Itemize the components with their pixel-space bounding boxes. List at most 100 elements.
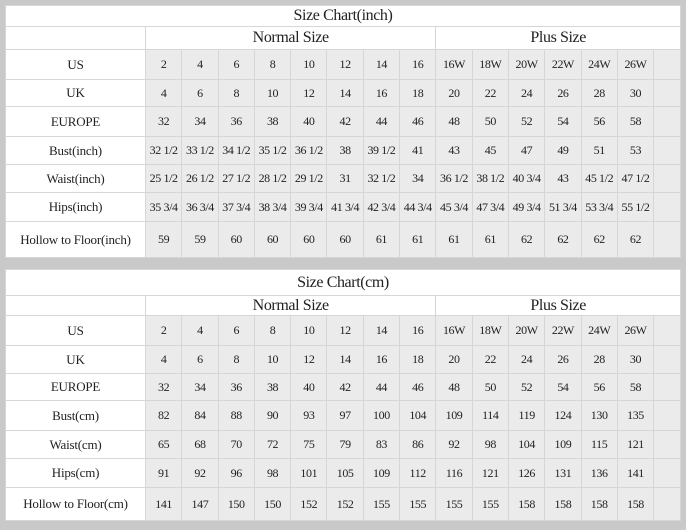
size-value: 39 1/2 (362, 136, 401, 165)
size-value: 158 (544, 487, 582, 521)
row-label: US (5, 315, 146, 346)
size-value: 70 (217, 430, 255, 459)
size-value: 26 (544, 345, 582, 374)
size-value: 104 (399, 400, 437, 431)
row-label: US (5, 49, 146, 80)
table-row: Hips(inch) 35 3/4 36 3/4 37 3/4 38 3/4 39 3/4… (5, 192, 681, 222)
size-value: 16 (362, 79, 401, 107)
size-value: 42 (326, 373, 364, 401)
table-row: EUROPE 32 34 36 38 40 42 44 46 48 50 52 54 56 58 (5, 106, 681, 137)
size-value: 24W (580, 49, 618, 80)
size-value: 56 (580, 373, 618, 401)
size-value: 37 3/4 (217, 192, 255, 222)
size-value: 4 (181, 49, 219, 80)
table-row: US 2 4 6 8 10 12 14 16 16W 18W 20W 22W 24W 26W (5, 315, 681, 346)
size-value: 38 (326, 136, 364, 165)
size-value: 44 (362, 106, 401, 137)
size-value: 59 (181, 221, 219, 258)
size-value: 96 (217, 458, 255, 488)
size-value: 14 (362, 315, 401, 346)
empty-cell (653, 400, 681, 431)
size-value: 112 (399, 458, 437, 488)
size-value: 124 (544, 400, 582, 431)
size-value: 68 (181, 430, 219, 459)
size-value: 93 (290, 400, 328, 431)
size-value: 36 1/2 (290, 136, 328, 165)
size-value: 115 (580, 430, 618, 459)
normal-size-header: Normal Size (144, 26, 437, 50)
size-value: 50 (471, 373, 509, 401)
size-value: 109 (544, 430, 582, 459)
size-value: 62 (507, 221, 546, 258)
normal-size-header: Normal Size (144, 295, 437, 316)
table-row: UK 4 6 8 10 12 14 16 18 20 22 24 26 28 30 (5, 79, 681, 107)
size-value: 43 (435, 136, 473, 165)
size-value: 36 1/2 (435, 164, 473, 193)
table-row: Waist(inch) 25 1/2 26 1/2 27 1/2 28 1/2 29 1/… (5, 164, 681, 193)
size-value: 16 (399, 49, 437, 80)
size-value: 84 (181, 400, 219, 431)
size-value: 60 (253, 221, 292, 258)
size-value: 36 3/4 (181, 192, 219, 222)
size-value: 62 (616, 221, 655, 258)
size-value: 51 3/4 (544, 192, 582, 222)
size-value: 75 (290, 430, 328, 459)
size-value: 36 (217, 373, 255, 401)
row-label: EUROPE (5, 373, 146, 401)
size-value: 53 3/4 (580, 192, 618, 222)
size-value: 20 (435, 79, 473, 107)
size-value: 36 (217, 106, 255, 137)
size-value: 135 (616, 400, 655, 431)
size-value: 114 (471, 400, 509, 431)
size-value: 141 (144, 487, 183, 521)
table-row: Hollow to Floor(cm) 141 147 150 150 152 152 155… (5, 487, 681, 521)
size-value: 121 (616, 430, 655, 459)
size-value: 34 1/2 (217, 136, 255, 165)
size-value: 38 1/2 (471, 164, 509, 193)
size-value: 10 (290, 315, 328, 346)
size-value: 16 (362, 345, 401, 374)
size-value: 116 (435, 458, 473, 488)
size-value: 158 (507, 487, 546, 521)
size-value: 18 (399, 345, 437, 374)
size-value: 32 1/2 (362, 164, 401, 193)
size-value: 56 (580, 106, 618, 137)
size-value: 152 (326, 487, 364, 521)
size-value: 46 (399, 106, 437, 137)
size-value: 30 (616, 79, 655, 107)
size-value: 26W (616, 315, 655, 346)
size-value: 18W (471, 49, 509, 80)
size-value: 101 (290, 458, 328, 488)
size-value: 50 (471, 106, 509, 137)
size-value: 60 (217, 221, 255, 258)
size-value: 61 (362, 221, 401, 258)
size-value: 6 (217, 49, 255, 80)
size-value: 42 (326, 106, 364, 137)
header-blank (5, 26, 146, 50)
size-value: 40 (290, 373, 328, 401)
size-value: 30 (616, 345, 655, 374)
size-value: 22 (471, 345, 509, 374)
size-value: 83 (362, 430, 401, 459)
size-value: 49 (544, 136, 582, 165)
size-value: 33 1/2 (181, 136, 219, 165)
size-value: 48 (435, 106, 473, 137)
size-value: 42 3/4 (362, 192, 401, 222)
empty-cell (653, 345, 681, 374)
size-value: 119 (507, 400, 546, 431)
size-value: 155 (435, 487, 473, 521)
size-value: 22W (544, 315, 582, 346)
size-value: 58 (616, 106, 655, 137)
size-value: 25 1/2 (144, 164, 183, 193)
size-value: 32 (144, 373, 183, 401)
size-value: 121 (471, 458, 509, 488)
size-value: 28 1/2 (253, 164, 292, 193)
size-value: 16 (399, 315, 437, 346)
size-value: 52 (507, 373, 546, 401)
size-value: 158 (616, 487, 655, 521)
size-value: 100 (362, 400, 401, 431)
empty-cell (653, 49, 681, 80)
size-value: 155 (362, 487, 401, 521)
table-row: UK 4 6 8 10 12 14 16 18 20 22 24 26 28 30 (5, 345, 681, 374)
size-value: 46 (399, 373, 437, 401)
